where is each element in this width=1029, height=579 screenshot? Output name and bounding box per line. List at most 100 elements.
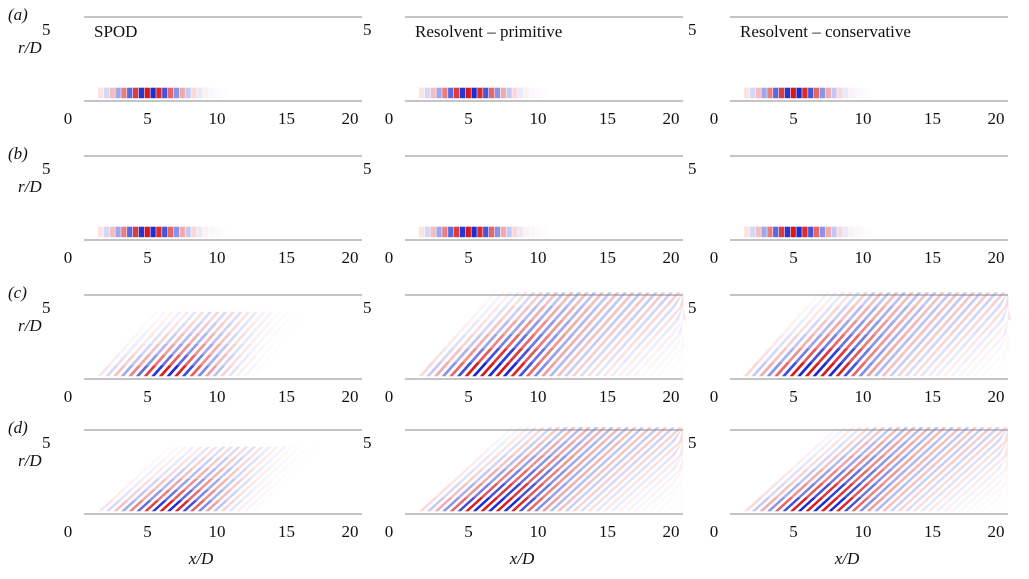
x-tick-label: 5 bbox=[143, 387, 152, 406]
field-stripe bbox=[477, 87, 483, 99]
field-stripe bbox=[145, 354, 159, 366]
field-stripe bbox=[156, 226, 162, 238]
field-stripe bbox=[812, 497, 832, 512]
field-stripe bbox=[229, 354, 243, 366]
field-stripe bbox=[279, 447, 294, 458]
field-stripe bbox=[889, 497, 909, 512]
field-stripe bbox=[912, 497, 932, 512]
field-stripe bbox=[625, 483, 645, 498]
field-stripe bbox=[866, 497, 886, 512]
x-tick-label: 0 bbox=[385, 109, 394, 128]
field-stripe bbox=[497, 334, 514, 349]
field-stripe bbox=[824, 348, 842, 363]
field-stripe bbox=[128, 365, 142, 377]
field-stripe bbox=[950, 483, 970, 498]
x-tick-label: 0 bbox=[710, 387, 719, 406]
x-tick-label: 5 bbox=[464, 522, 473, 541]
field-stripe bbox=[874, 483, 894, 498]
field-stripe bbox=[275, 458, 290, 469]
field-stripe bbox=[538, 348, 555, 363]
field-stripe bbox=[921, 334, 938, 349]
field-stripe bbox=[526, 483, 546, 498]
field-stripe bbox=[168, 354, 182, 366]
field-stripe bbox=[536, 227, 541, 238]
field-stripe bbox=[767, 87, 773, 99]
field-stripe bbox=[995, 320, 1008, 335]
field-stripe bbox=[784, 87, 791, 99]
field-stripe bbox=[227, 322, 241, 334]
x-tick-label: 0 bbox=[385, 387, 394, 406]
field-stripe bbox=[141, 333, 155, 344]
field-stripe bbox=[1004, 362, 1008, 376]
field-stripe bbox=[766, 362, 783, 377]
field-stripe bbox=[802, 348, 819, 363]
field-stripe bbox=[596, 334, 613, 349]
field-stripe bbox=[962, 348, 979, 363]
field-stripe bbox=[510, 469, 530, 484]
field-stripe bbox=[233, 446, 249, 458]
field-stripe bbox=[209, 489, 225, 501]
field-stripe bbox=[191, 226, 197, 238]
field-stripe bbox=[495, 362, 512, 377]
field-stripe bbox=[489, 334, 506, 349]
field-stripe bbox=[191, 354, 205, 366]
field-stripe bbox=[796, 226, 802, 238]
field-stripe bbox=[625, 497, 645, 512]
field-stripe bbox=[820, 469, 840, 484]
field-stripe bbox=[828, 455, 848, 470]
field-stripe bbox=[434, 483, 454, 498]
field-stripe bbox=[911, 362, 928, 377]
field-stripe bbox=[782, 497, 802, 512]
field-stripe bbox=[137, 354, 151, 366]
field-stripe bbox=[436, 226, 442, 238]
field-stripe bbox=[224, 489, 240, 501]
field-stripe bbox=[419, 497, 439, 512]
field-stripe bbox=[759, 497, 779, 512]
field-stripe bbox=[920, 455, 939, 470]
field-stripe bbox=[861, 227, 866, 238]
field-stripe bbox=[996, 455, 1008, 470]
field-stripe bbox=[761, 226, 767, 238]
y-tick-label: 5 bbox=[42, 433, 51, 452]
field-stripe bbox=[175, 479, 191, 490]
field-stripe bbox=[835, 362, 852, 377]
field-stripe bbox=[863, 348, 880, 363]
field-stripe bbox=[859, 292, 876, 307]
field-stripe bbox=[235, 322, 249, 334]
field-stripe bbox=[942, 469, 962, 484]
field-stripe bbox=[633, 441, 653, 456]
field-stripe bbox=[663, 469, 683, 484]
field-stripe bbox=[471, 226, 477, 238]
field-stripe bbox=[874, 427, 894, 442]
field-stripe bbox=[602, 362, 619, 377]
field-stripe bbox=[267, 457, 283, 469]
field-stripe bbox=[248, 333, 262, 344]
field-stripe bbox=[942, 441, 962, 456]
field-stripe bbox=[152, 457, 169, 469]
field-stripe bbox=[164, 447, 179, 458]
field-stripe bbox=[214, 311, 228, 323]
field-stripe bbox=[988, 441, 1008, 456]
field-stripe bbox=[572, 427, 591, 442]
field-stripe bbox=[540, 362, 558, 377]
field-stripe bbox=[449, 497, 469, 512]
field-stripe bbox=[97, 365, 111, 377]
field-stripe bbox=[116, 344, 131, 355]
field-stripe bbox=[950, 362, 967, 377]
field-stripe bbox=[813, 87, 820, 99]
field-stripe bbox=[534, 292, 551, 307]
field-stripe bbox=[221, 457, 237, 469]
field-stripe bbox=[855, 88, 860, 99]
field-stripe bbox=[189, 322, 203, 334]
field-stripe bbox=[881, 441, 901, 456]
field-stripe bbox=[160, 354, 174, 366]
field-stripe bbox=[866, 469, 886, 484]
field-stripe bbox=[996, 441, 1008, 456]
field-stripe bbox=[549, 455, 569, 470]
field-stripe bbox=[171, 489, 187, 501]
field-stripe bbox=[761, 87, 767, 99]
field-stripe bbox=[927, 455, 947, 470]
field-stripe bbox=[205, 479, 222, 490]
field-stripe bbox=[244, 311, 259, 323]
x-tick-label: 15 bbox=[924, 387, 941, 406]
